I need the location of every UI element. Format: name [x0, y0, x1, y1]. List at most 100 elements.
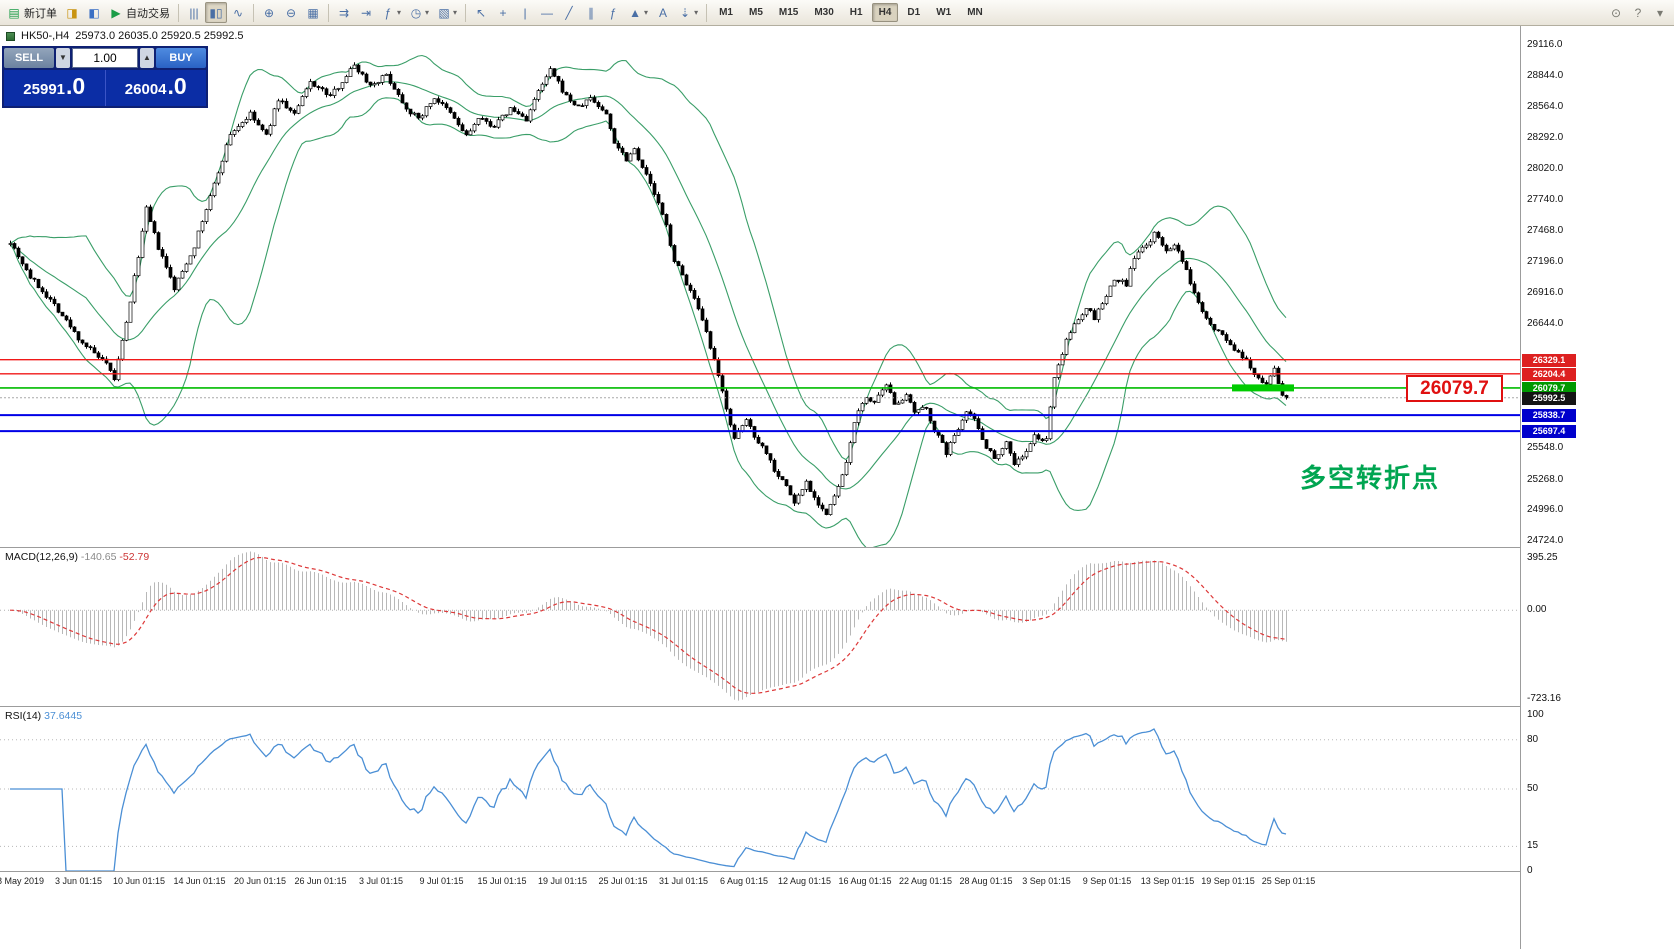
sell-price-display[interactable]: 25991.0 — [4, 70, 106, 106]
arrow-objects-button[interactable]: ⇣ ▾ — [674, 2, 702, 23]
price-line-tag-26329.1[interactable]: 26329.1 — [1522, 353, 1576, 367]
shapes-button[interactable]: ▲ ▾ — [624, 2, 652, 23]
tile-windows-button[interactable]: ▦ — [302, 2, 324, 23]
fibonacci-button[interactable]: ƒ — [602, 2, 624, 23]
time-axis[interactable]: 28 May 2019 3 Jun 01:15 10 Jun 01:15 14 Jun… — [0, 872, 1520, 949]
sell-button[interactable]: SELL — [4, 48, 54, 68]
price-axis-label: 26916.0 — [1527, 287, 1564, 299]
templates-button[interactable]: ▧ ▾ — [433, 2, 461, 23]
text-label-button[interactable]: A — [652, 2, 674, 23]
timeframe-w1-button[interactable]: W1 — [936, 7, 952, 18]
price-axis-label: 27740.0 — [1527, 194, 1564, 206]
zoom-out-button[interactable]: ⊖ — [280, 2, 302, 23]
search-button[interactable]: ⊙ — [1605, 2, 1627, 23]
price-axis-label: 28292.0 — [1527, 132, 1564, 144]
pane-separator[interactable] — [0, 871, 1674, 872]
crosshair-icon: + — [499, 5, 507, 20]
price-callout-label[interactable]: 26079.7 — [1406, 375, 1503, 402]
charts-window-icon: ◨ — [66, 5, 78, 20]
rsi-level-label: 15 — [1527, 840, 1539, 852]
help-icon: ? — [1634, 5, 1642, 20]
timeframe-h1-button[interactable]: H1 — [849, 7, 863, 18]
volume-up-button[interactable]: ▲ — [140, 48, 154, 68]
zoom-in-button[interactable]: ⊕ — [258, 2, 280, 23]
periods-button[interactable]: ◷ ▾ — [405, 2, 433, 23]
time-axis-label: 13 Sep 01:15 — [1140, 876, 1195, 886]
time-axis-label: 9 Sep 01:15 — [1082, 876, 1132, 886]
time-axis-label: 28 May 2019 — [0, 876, 45, 886]
rsi-level-label: 0 — [1527, 865, 1533, 876]
shapes-button-dropdown-arrow-icon[interactable]: ▾ — [644, 8, 649, 17]
help-button[interactable]: ? — [1627, 2, 1649, 23]
pane-separator[interactable] — [0, 547, 1674, 548]
vertical-line-button[interactable]: | — [514, 2, 536, 23]
pane-separator[interactable] — [0, 706, 1674, 707]
price-axis-label: 26644.0 — [1527, 318, 1564, 330]
timeframe-m15-button[interactable]: M15 — [778, 7, 799, 18]
charts-window-button[interactable]: ◨ — [61, 2, 83, 23]
indicators-button[interactable]: ƒ ▾ — [377, 2, 405, 23]
trendline-button[interactable]: ╱ — [558, 2, 580, 23]
volume-input[interactable] — [72, 48, 138, 68]
indicators-button-dropdown-arrow-icon[interactable]: ▾ — [397, 8, 402, 17]
profiles-button[interactable]: ◧ — [83, 2, 105, 23]
sell-price-frac: .0 — [66, 73, 86, 99]
trade-panel-prices: 25991.0 26004.0 — [4, 70, 206, 106]
templates-button-dropdown-arrow-icon[interactable]: ▾ — [453, 8, 458, 17]
arrow-objects-button-dropdown-arrow-icon[interactable]: ▾ — [694, 8, 699, 17]
toolbar-overflow-button[interactable]: ▾ — [1649, 2, 1671, 23]
timeframe-d1-button[interactable]: D1 — [907, 7, 921, 18]
channel-button[interactable]: ∥ — [580, 2, 602, 23]
timeframe-m30-button[interactable]: M30 — [814, 7, 834, 18]
search-icon: ⊙ — [1610, 5, 1622, 20]
line-chart-button[interactable]: ∿ — [227, 2, 249, 23]
rsi-level-label: 50 — [1527, 783, 1539, 794]
time-axis-label: 9 Jul 01:15 — [419, 876, 464, 886]
macd-indicator-pane[interactable]: MACD(12,26,9) -140.65 -52.79 — [0, 548, 1520, 706]
time-axis-label: 10 Jun 01:15 — [112, 876, 166, 886]
price-axis-label: 24724.0 — [1527, 535, 1564, 546]
volume-down-button[interactable]: ▼ — [56, 48, 70, 68]
price-chart-pane[interactable]: HK50-,H4 25973.0 26035.0 25920.5 25992.5… — [0, 26, 1520, 547]
candlestick-chart-button[interactable]: ▮▯ — [205, 2, 227, 23]
price-chart-canvas[interactable] — [0, 26, 1520, 547]
autotrading-button[interactable]: ▶ 自动交易 — [105, 2, 174, 23]
toolbar-separator — [465, 3, 467, 22]
price-axis[interactable]: 26329.1 26204.4 26079.7 25992.5 25838.7 25697… — [1520, 26, 1674, 949]
horizontal-line-button[interactable]: — — [536, 2, 558, 23]
shapes-icon: ▲ — [629, 5, 641, 20]
bar-chart-button[interactable]: ||| — [183, 2, 205, 23]
price-line-tag-26079.7[interactable]: 26079.7 — [1522, 381, 1576, 395]
buy-price-display[interactable]: 26004.0 — [106, 70, 207, 106]
price-axis-label: 25548.0 — [1527, 441, 1564, 453]
buy-button[interactable]: BUY — [156, 48, 206, 68]
auto-scroll-button[interactable]: ⇉ — [333, 2, 355, 23]
sell-price-int: 25991 — [23, 81, 66, 98]
timeframe-h4-button[interactable]: H4 — [871, 3, 899, 22]
price-line-tag-25992.5[interactable]: 25992.5 — [1522, 391, 1576, 405]
price-axis-label: 28564.0 — [1527, 101, 1564, 113]
periods-button-dropdown-arrow-icon[interactable]: ▾ — [425, 8, 430, 17]
price-line-tag-26204.4[interactable]: 26204.4 — [1522, 367, 1576, 381]
new-order-button[interactable]: ▤ 新订单 — [3, 2, 61, 23]
price-line-tag-25697.4[interactable]: 25697.4 — [1522, 425, 1576, 439]
zoom-in-icon: ⊕ — [263, 5, 275, 20]
price-line-tag-25838.7[interactable]: 25838.7 — [1522, 409, 1576, 423]
rsi-value: 37.6445 — [44, 710, 83, 722]
horizontal-line-icon: — — [541, 5, 554, 20]
toolbar-separator — [178, 3, 179, 22]
candlestick-chart-icon: ▮▯ — [209, 5, 223, 20]
rsi-canvas[interactable] — [0, 707, 1520, 871]
timeframe-m5-button[interactable]: M5 — [748, 7, 763, 18]
crosshair-button[interactable]: + — [492, 2, 514, 23]
macd-canvas[interactable] — [0, 548, 1520, 706]
chart-shift-button[interactable]: ⇥ — [355, 2, 377, 23]
new-order-button-label: 新订单 — [24, 7, 57, 20]
turning-point-annotation[interactable]: 多空转折点 — [1300, 463, 1441, 493]
toolbar-left-groups: ▤ 新订单 ◨ ◧ ▶ 自动交易 ||| ▮▯ ∿ ⊕ ⊖ ▦ ⇉ ⇥ ƒ ▾ ◷ ▾ ▧ ▾ ↖ + | — ╱ ∥ ƒ ▲ ▾ A ⇣ ▾… — [3, 0, 991, 25]
rsi-indicator-pane[interactable]: RSI(14) 37.6445 — [0, 707, 1520, 871]
timeframe-mn-button[interactable]: MN — [967, 7, 983, 18]
cursor-button[interactable]: ↖ — [470, 2, 492, 23]
timeframe-m1-button[interactable]: M1 — [719, 7, 733, 18]
toolbar-separator — [328, 3, 329, 22]
